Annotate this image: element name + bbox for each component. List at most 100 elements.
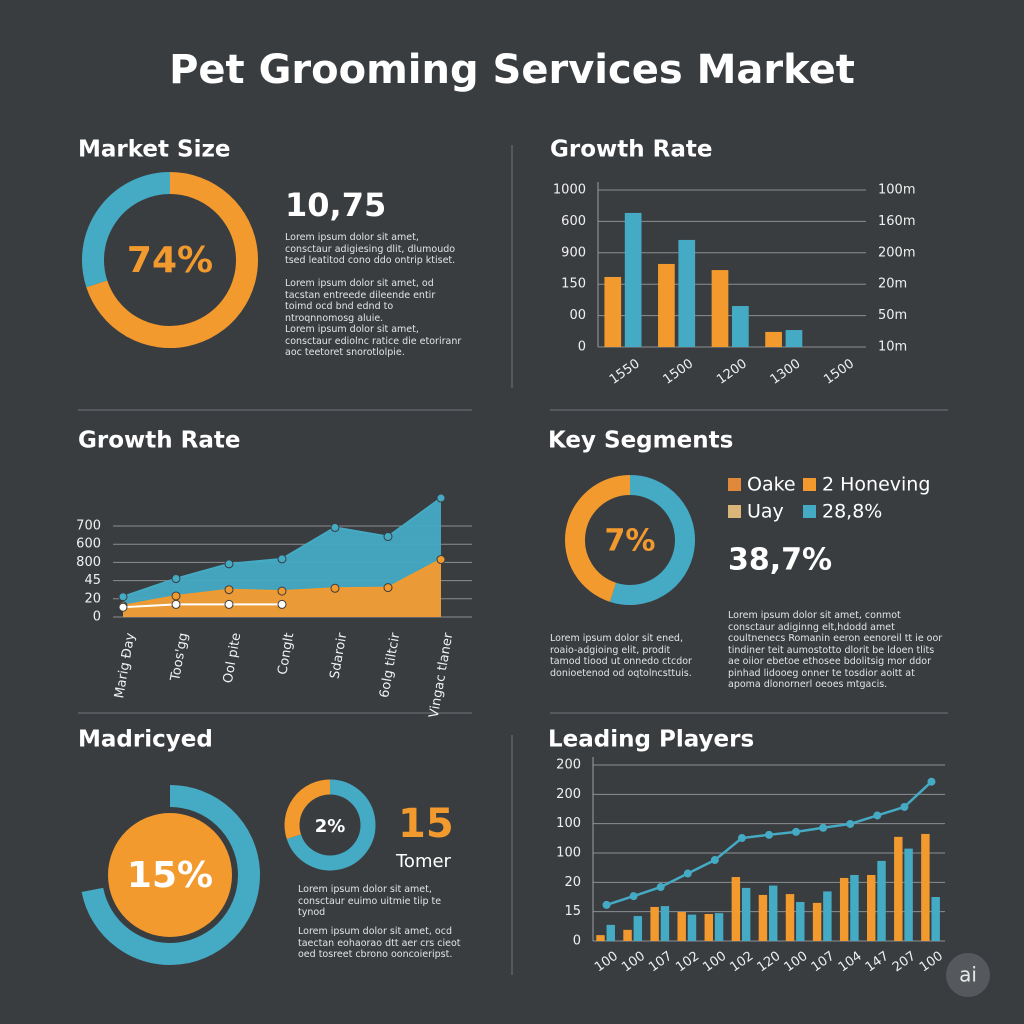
y-tick-label: 800 (76, 555, 101, 570)
legend-label: Oake (747, 474, 796, 496)
paragraph: Lorem ipsum dolor sit amet, consctaur ad… (285, 232, 456, 266)
line-marker (224, 559, 234, 569)
line-marker (436, 555, 446, 565)
x-tick-label: 100 (700, 949, 729, 976)
x-tick-label: 107 (809, 949, 838, 976)
bar (877, 860, 886, 941)
line-marker (330, 583, 340, 593)
bar (931, 897, 940, 941)
y-tick-label: 0 (93, 610, 101, 625)
bar (796, 901, 805, 941)
badge-bg (946, 953, 990, 997)
donut-segment (565, 475, 631, 602)
line-marker (171, 591, 181, 601)
y-tick-label: 150 (561, 277, 586, 292)
line-marker (710, 856, 719, 865)
bar (650, 906, 659, 941)
y-tick-label: 15 (564, 904, 581, 919)
line-marker (765, 830, 773, 839)
x-tick-label: Conglt (275, 632, 297, 676)
bar (785, 330, 803, 347)
paragraph: Lorem ipsum dolor sit amet, ocd taectan … (298, 926, 461, 960)
x-tick-label: Sdaroir (328, 631, 351, 680)
line-marker (224, 585, 234, 595)
donut-segment (82, 172, 171, 288)
bar (633, 916, 643, 941)
bar (731, 877, 741, 941)
bar (894, 836, 903, 941)
legend-swatch (803, 478, 816, 491)
y2-tick-label: 20m (878, 277, 907, 292)
x-tick-label: 120 (755, 949, 784, 976)
line-marker (383, 532, 393, 542)
line-marker (171, 599, 181, 609)
y-tick-label: 0 (573, 934, 581, 949)
center-label: 74% (127, 240, 213, 281)
page-title: Pet Grooming Services Market (169, 47, 855, 93)
y-tick-label: 45 (84, 573, 101, 588)
line-marker (927, 777, 936, 786)
annotation: Tomer (395, 851, 452, 872)
line-marker (819, 823, 828, 832)
line-marker (792, 827, 801, 836)
x-tick-label: Ool pite (221, 632, 245, 685)
bar (604, 276, 622, 347)
y-tick-label: 20 (84, 591, 101, 606)
bar (732, 306, 749, 347)
y-tick-label: 200 (556, 758, 581, 773)
line-marker (277, 599, 287, 609)
bar (765, 331, 782, 347)
bar (769, 885, 778, 941)
x-tick-label: 1500 (661, 356, 697, 387)
line-marker (900, 802, 909, 811)
chart-title: Madricyed (78, 727, 213, 753)
x-tick-label: 1500 (821, 356, 857, 387)
x-tick-label: Toos'gg (168, 632, 191, 683)
line-marker (118, 602, 128, 612)
line-marker (224, 599, 234, 609)
line-marker (277, 586, 287, 596)
line-marker (737, 834, 746, 843)
chart-title: Growth Rate (78, 428, 240, 454)
bar (823, 891, 832, 941)
bar (606, 924, 615, 941)
annotation: 38,7% (728, 543, 832, 578)
x-tick-label: 147 (863, 949, 892, 976)
line-marker (118, 592, 128, 602)
annotation: 10,75 (285, 186, 386, 224)
y-tick-label: 0 (578, 340, 586, 355)
line-marker (330, 522, 340, 532)
x-tick-label: 100 (592, 949, 621, 976)
y-tick-label: 600 (76, 537, 101, 552)
y-tick-label: 100 (556, 846, 581, 861)
x-tick-label: 100 (619, 949, 648, 976)
bar (714, 913, 724, 941)
center-label: 15% (127, 855, 213, 896)
bar (678, 239, 696, 347)
paragraph: Lorem ipsum dolor sit ened, roaio-adgioi… (550, 633, 692, 679)
legend-swatch (803, 505, 816, 518)
area-series (123, 559, 441, 617)
y-tick-label: 00 (569, 308, 586, 323)
bar (658, 263, 675, 347)
y2-tick-label: 160m (878, 214, 915, 229)
chart-title: Leading Players (548, 727, 754, 753)
chart-title: Growth Rate (550, 137, 712, 163)
y-tick-label: 200 (556, 787, 581, 802)
x-tick-label: 1550 (607, 356, 643, 387)
x-tick-label: 1200 (714, 356, 750, 387)
x-tick-label: 107 (646, 949, 675, 976)
bar (812, 902, 822, 941)
bar (741, 887, 751, 941)
paragraph: Lorem ipsum dolor sit amet, consctaur ed… (285, 324, 462, 358)
legend-label: Uay (747, 501, 784, 523)
line-series (122, 603, 282, 609)
bar (660, 906, 670, 941)
line-marker (846, 819, 855, 828)
x-tick-label: 102 (673, 949, 702, 976)
bar (921, 833, 930, 941)
x-tick-label: 104 (836, 949, 865, 976)
legend-swatch (728, 478, 741, 491)
